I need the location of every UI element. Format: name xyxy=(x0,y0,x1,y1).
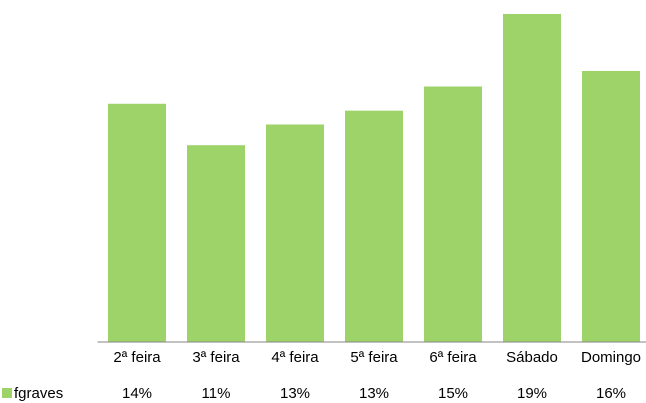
bar xyxy=(108,103,166,342)
x-tick-label: 2ª feira xyxy=(113,349,161,366)
data-table-value: 15% xyxy=(438,385,468,402)
bar xyxy=(187,145,245,342)
data-table-value: 13% xyxy=(280,385,310,402)
bar xyxy=(424,86,482,342)
data-table-value: 16% xyxy=(596,385,626,402)
data-table-value: 14% xyxy=(122,385,152,402)
data-table-value: 13% xyxy=(359,385,389,402)
x-tick-label: 3ª feira xyxy=(192,349,240,366)
legend-swatch xyxy=(2,388,12,398)
bar xyxy=(266,124,324,342)
x-tick-label: 6ª feira xyxy=(429,349,477,366)
x-tick-label: Domingo xyxy=(581,349,641,366)
x-tick-label: Sábado xyxy=(506,349,558,366)
bar xyxy=(503,14,561,342)
x-tick-label: 5ª feira xyxy=(350,349,398,366)
legend-label: fgraves xyxy=(14,385,63,402)
bar xyxy=(345,110,403,343)
data-table-value: 19% xyxy=(517,385,547,402)
bar xyxy=(582,70,640,343)
data-table-value: 11% xyxy=(202,385,231,402)
x-tick-label: 4ª feira xyxy=(271,349,319,366)
